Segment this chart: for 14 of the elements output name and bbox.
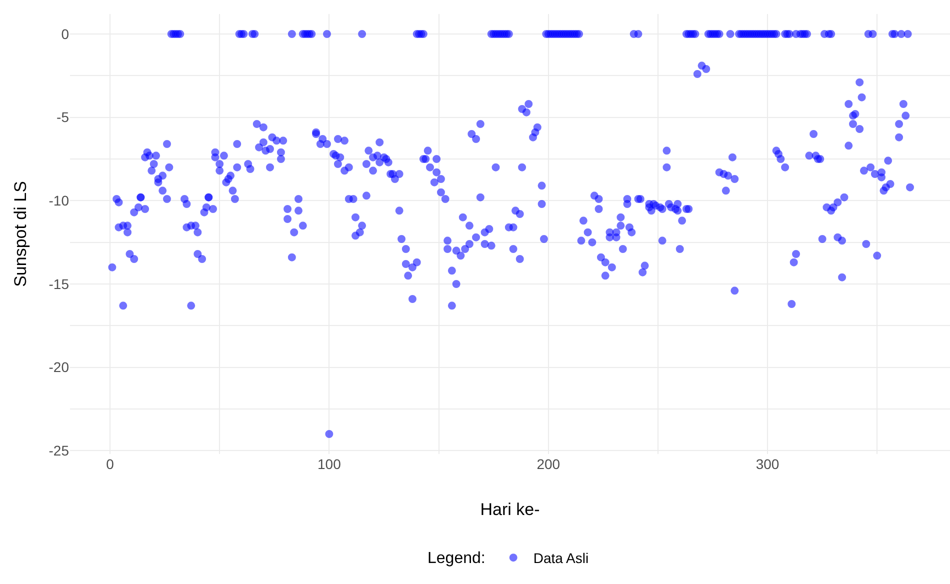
y-tick-label: -25: [48, 442, 70, 459]
y-tick-label: -20: [48, 359, 70, 376]
x-axis-title: Hari ke-: [480, 500, 540, 519]
legend-title: Legend:: [428, 550, 486, 567]
y-tick-label: -15: [48, 276, 70, 292]
x-tick-label: 100: [318, 456, 342, 472]
y-tick-label: -10: [48, 192, 70, 209]
x-tick-label: 0: [106, 456, 114, 472]
y-axis-title: Sunspot di LS: [11, 181, 30, 287]
x-tick-label: 300: [756, 456, 780, 472]
legend-label: Data Asli: [533, 550, 589, 566]
y-tick-label: -5: [56, 109, 70, 126]
y-tick-label: 0: [61, 26, 70, 42]
x-tick-label: 200: [536, 456, 560, 472]
